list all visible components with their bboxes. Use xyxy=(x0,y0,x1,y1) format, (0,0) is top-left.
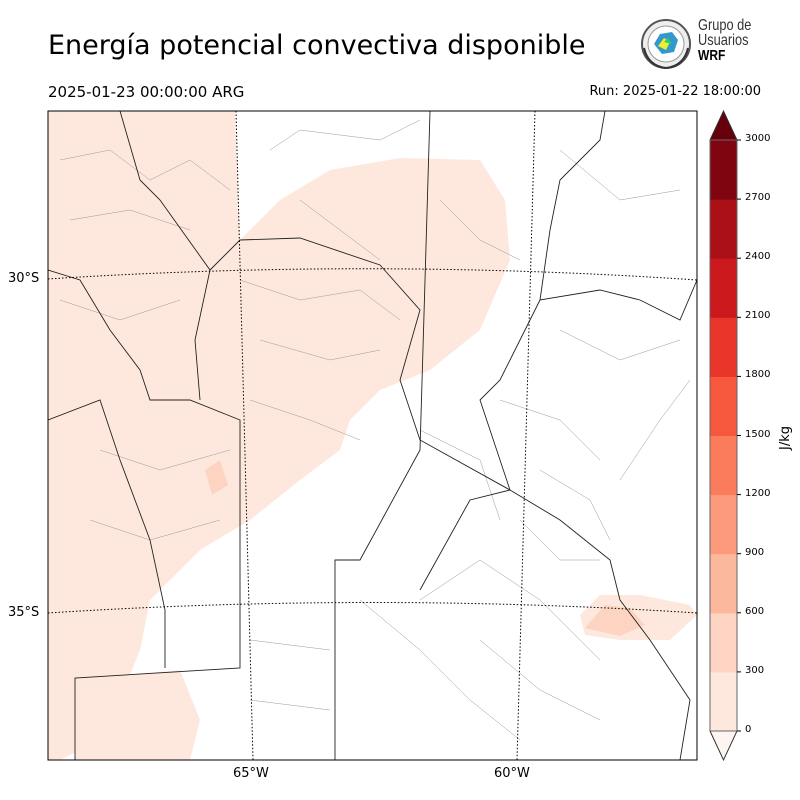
colorbar-band xyxy=(710,494,737,555)
colorbar-band xyxy=(710,317,737,377)
lon-label-60w: 60°W xyxy=(494,766,530,781)
colorbar-band xyxy=(710,376,737,436)
colorbar-band xyxy=(710,258,737,318)
colorbar-tick-label: 2400 xyxy=(745,251,771,263)
logo-line-1: Grupo de xyxy=(698,17,752,34)
colorbar-label: J/kg xyxy=(778,426,793,450)
chart-title: Energía potencial convectiva disponible xyxy=(48,30,586,61)
colorbar-tick-label: 1200 xyxy=(745,487,771,499)
cape-field-300-small xyxy=(205,460,228,495)
colorbar-tick-label: 3000 xyxy=(745,133,771,144)
colorbar-band xyxy=(710,140,737,200)
lat-label-30s: 30°S xyxy=(8,271,40,286)
cape-field xyxy=(48,111,697,760)
map-frame xyxy=(47,110,698,761)
colorbar-tick-label: 900 xyxy=(745,546,765,558)
colorbar-tick-label: 2700 xyxy=(745,192,771,204)
province-boundaries xyxy=(48,111,697,760)
logo-text: Grupo de Usuarios WRF xyxy=(698,17,752,64)
colorbar-tick-label: 1500 xyxy=(745,428,771,440)
colorbar xyxy=(709,109,741,762)
run-time: Run: 2025-01-22 18:00:00 xyxy=(589,84,761,99)
logo-line-3: WRF xyxy=(698,47,726,64)
colorbar-tick-label: 2100 xyxy=(745,310,771,322)
valid-time: 2025-01-23 00:00:00 ARG xyxy=(48,83,245,101)
logo-emblem-icon xyxy=(641,19,691,70)
colorbar-band xyxy=(710,671,737,732)
lon-label-65w: 65°W xyxy=(233,766,269,781)
colorbar-tick-label: 1800 xyxy=(745,369,771,381)
logo: Grupo de Usuarios WRF xyxy=(638,18,768,70)
lat-label-35s: 35°S xyxy=(8,605,40,620)
colorbar-tick-label: 300 xyxy=(745,664,765,676)
colorbar-under-triangle xyxy=(709,730,738,762)
logo-line-2: Usuarios xyxy=(698,32,749,49)
graticule xyxy=(48,111,697,760)
colorbar-tick-label: 0 xyxy=(745,724,752,735)
colorbar-band xyxy=(710,553,737,614)
colorbar-band xyxy=(710,612,737,673)
colorbar-over-triangle xyxy=(709,109,738,141)
colorbar-band xyxy=(710,199,737,259)
colorbar-tick-label: 600 xyxy=(745,605,765,617)
colorbar-band xyxy=(710,435,737,496)
